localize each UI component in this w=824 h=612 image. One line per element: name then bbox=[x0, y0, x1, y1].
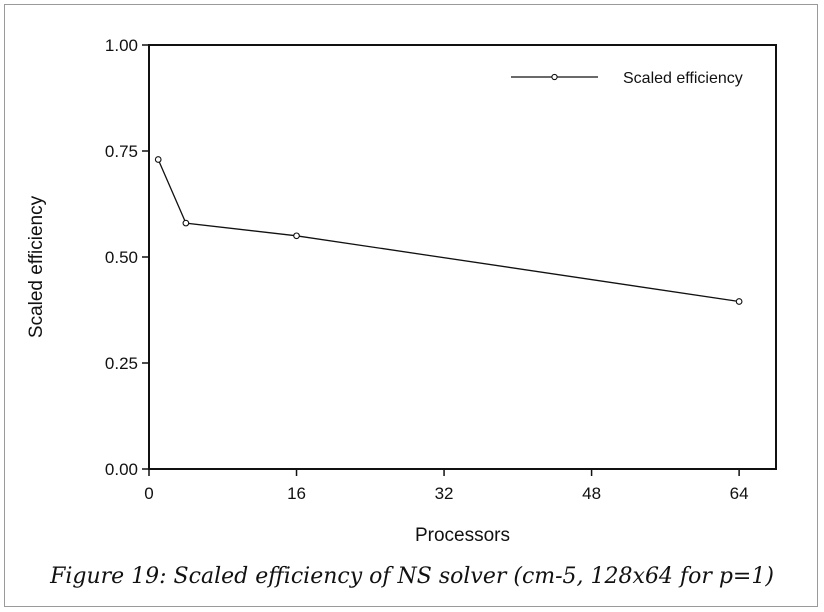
x-axis-title: Processors bbox=[415, 525, 510, 546]
y-tick-label: 0.75 bbox=[105, 142, 138, 161]
x-tick-label: 32 bbox=[435, 484, 454, 503]
legend: Scaled efficiency bbox=[511, 70, 743, 87]
y-axis-title: Scaled efficiency bbox=[26, 195, 47, 338]
x-tick-label: 0 bbox=[144, 484, 153, 503]
x-tick-label: 64 bbox=[730, 484, 749, 503]
y-tick-label: 1.00 bbox=[105, 36, 138, 55]
figure-caption: Figure 19: Scaled efficiency of NS solve… bbox=[50, 564, 774, 589]
x-axis: 0 16 32 48 64 bbox=[144, 469, 749, 503]
y-tick-label: 0.00 bbox=[105, 460, 138, 479]
y-tick-label: 0.50 bbox=[105, 248, 138, 267]
figure-frame bbox=[4, 4, 818, 607]
series-layer bbox=[154, 156, 743, 305]
data-point bbox=[182, 219, 190, 227]
y-axis: 0.00 0.25 0.50 0.75 1.00 bbox=[105, 36, 149, 479]
data-point bbox=[154, 156, 162, 163]
x-tick-label: 16 bbox=[287, 484, 306, 503]
data-point bbox=[735, 298, 743, 305]
x-tick-label: 48 bbox=[582, 484, 601, 503]
legend-label: Scaled efficiency bbox=[623, 70, 743, 87]
plot-area bbox=[148, 44, 777, 470]
legend-marker bbox=[551, 73, 558, 81]
series-line bbox=[157, 159, 740, 303]
data-point bbox=[293, 232, 300, 240]
y-tick-label: 0.25 bbox=[105, 354, 138, 373]
line-chart: 0.00 0.25 0.50 0.75 1.00 0 16 32 48 64 Scaled ef… bbox=[26, 36, 777, 546]
